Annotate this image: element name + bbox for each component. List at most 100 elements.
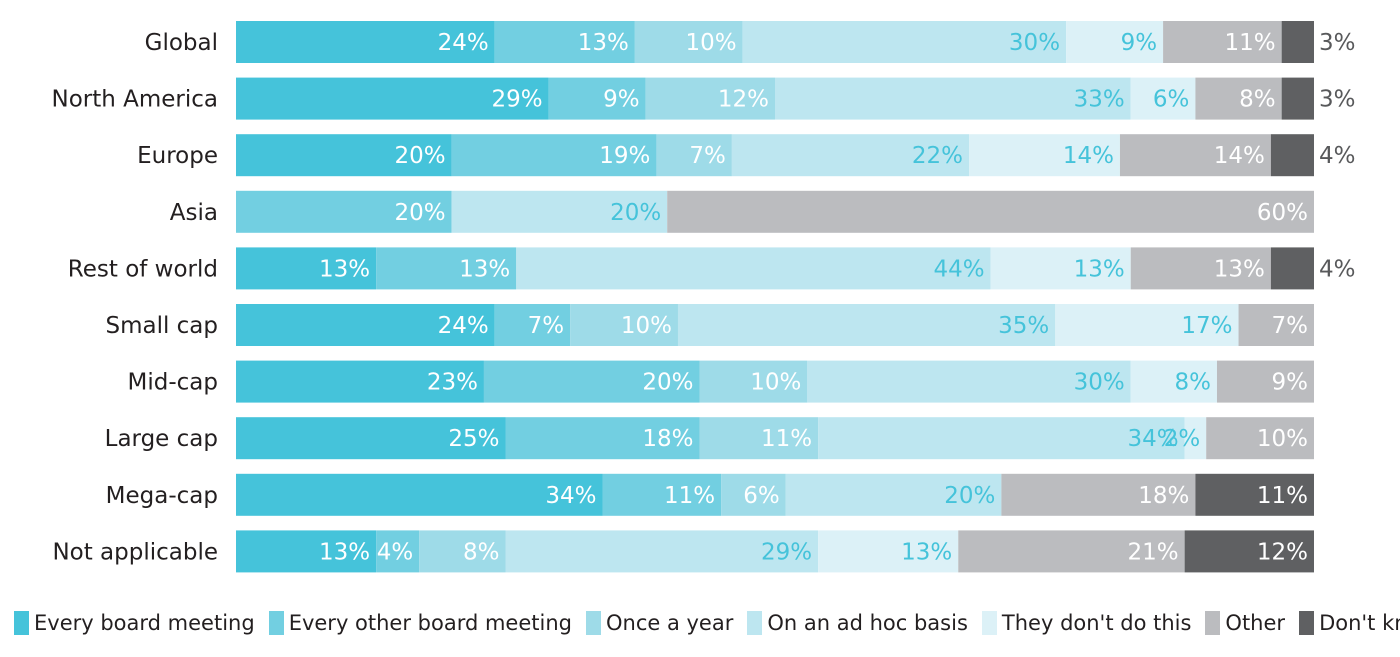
legend-label: Other bbox=[1225, 611, 1286, 635]
bar-not-applicable-they-don-t-do-this bbox=[818, 530, 959, 573]
bar-north-america-once-a-year bbox=[645, 77, 775, 120]
data-label-small-cap-other: 7% bbox=[1272, 313, 1309, 339]
data-label-not-applicable-every-board-meeting: 13% bbox=[319, 539, 370, 565]
bar-large-cap-once-a-year bbox=[699, 417, 819, 460]
data-label-mid-cap-every-board-meeting: 23% bbox=[427, 370, 478, 396]
data-label-not-applicable-other: 21% bbox=[1128, 539, 1179, 565]
stacked-bar-chart: Global North America Europe Asia Rest of wor… bbox=[51, 21, 1356, 573]
data-label-rest-of-world-every-other-board-meeting: 13% bbox=[459, 256, 510, 282]
legend-item-every-board-meeting: Every board meeting bbox=[14, 611, 255, 635]
bar-mega-cap-every-board-meeting bbox=[236, 473, 603, 516]
bar-not-applicable-don-t-know bbox=[1184, 530, 1314, 573]
data-label-asia-on-an-ad-hoc-basis: 20% bbox=[610, 200, 661, 226]
bar-mega-cap-on-an-ad-hoc-basis bbox=[785, 473, 1002, 516]
data-label-asia-every-other-board-meeting: 20% bbox=[394, 200, 445, 226]
data-label-global-other: 11% bbox=[1225, 30, 1276, 56]
data-label-large-cap-other: 10% bbox=[1257, 426, 1308, 452]
legend-item-don-t-know: Don't know bbox=[1299, 611, 1400, 635]
data-label-north-america-every-other-board-meeting: 9% bbox=[603, 87, 640, 113]
bar-north-america-don-t-know bbox=[1281, 77, 1314, 120]
bar-mega-cap-don-t-know bbox=[1195, 473, 1314, 516]
legend-item-every-other-board-meeting: Every other board meeting bbox=[268, 611, 572, 635]
data-label-small-cap-they-don-t-do-this: 17% bbox=[1181, 313, 1232, 339]
legend-label: They don't do this bbox=[1001, 611, 1192, 635]
data-label-mid-cap-every-other-board-meeting: 20% bbox=[642, 370, 693, 396]
bar-small-cap-other bbox=[1238, 304, 1314, 346]
bar-asia-every-other-board-meeting bbox=[236, 190, 452, 233]
data-label-europe-every-other-board-meeting: 19% bbox=[599, 143, 650, 169]
data-label-small-cap-once-a-year: 10% bbox=[621, 313, 672, 339]
bar-rest-of-world-don-t-know bbox=[1270, 247, 1314, 290]
bar-global-every-board-meeting bbox=[236, 21, 495, 63]
bar-north-america-every-board-meeting bbox=[236, 77, 549, 120]
bar-not-applicable-on-an-ad-hoc-basis bbox=[505, 530, 819, 573]
bar-mid-cap-once-a-year bbox=[699, 360, 808, 403]
legend-item-on-an-ad-hoc-basis: On an ad hoc basis bbox=[747, 611, 968, 635]
data-label-rest-of-world-other: 13% bbox=[1214, 256, 1265, 282]
bar-rest-of-world-other bbox=[1130, 247, 1271, 290]
legend-swatch bbox=[585, 611, 601, 635]
bar-north-america-on-an-ad-hoc-basis bbox=[775, 77, 1131, 120]
bars bbox=[236, 21, 1314, 573]
category-labels: Global North America Europe Asia Rest of wor… bbox=[51, 30, 218, 565]
bar-rest-of-world-they-don-t-do-this bbox=[990, 247, 1131, 290]
legend-swatch bbox=[747, 611, 763, 635]
legend-swatch bbox=[1205, 611, 1221, 635]
category-label-large-cap: Large cap bbox=[105, 426, 218, 452]
data-label-global-don-t-know: 3% bbox=[1319, 30, 1356, 56]
data-label-large-cap-every-other-board-meeting: 18% bbox=[642, 426, 693, 452]
bar-large-cap-on-an-ad-hoc-basis bbox=[818, 417, 1185, 460]
category-label-not-applicable: Not applicable bbox=[52, 539, 218, 565]
bar-global-every-other-board-meeting bbox=[494, 21, 635, 63]
bar-rest-of-world-on-an-ad-hoc-basis bbox=[516, 247, 991, 290]
bar-not-applicable-every-other-board-meeting bbox=[376, 530, 420, 573]
data-label-global-they-don-t-do-this: 9% bbox=[1121, 30, 1158, 56]
data-label-europe-don-t-know: 4% bbox=[1319, 143, 1356, 169]
bar-north-america-they-don-t-do-this bbox=[1130, 77, 1196, 120]
bar-europe-every-board-meeting bbox=[236, 134, 452, 177]
bar-europe-they-don-t-do-this bbox=[969, 134, 1120, 177]
data-label-not-applicable-they-don-t-do-this: 13% bbox=[901, 539, 952, 565]
bar-mid-cap-every-board-meeting bbox=[236, 360, 484, 403]
legend-label: Once a year bbox=[605, 611, 734, 635]
data-label-mid-cap-on-an-ad-hoc-basis: 30% bbox=[1074, 370, 1125, 396]
category-label-mid-cap: Mid-cap bbox=[128, 370, 218, 396]
data-label-north-america-they-don-t-do-this: 6% bbox=[1153, 87, 1190, 113]
data-label-europe-they-don-t-do-this: 14% bbox=[1063, 143, 1114, 169]
bar-europe-don-t-know bbox=[1270, 134, 1314, 177]
bar-large-cap-every-other-board-meeting bbox=[505, 417, 700, 460]
bar-global-on-an-ad-hoc-basis bbox=[742, 21, 1067, 63]
data-label-rest-of-world-on-an-ad-hoc-basis: 44% bbox=[933, 256, 984, 282]
data-label-mega-cap-don-t-know: 11% bbox=[1257, 483, 1308, 509]
data-label-global-once-a-year: 10% bbox=[686, 30, 737, 56]
data-label-mega-cap-every-board-meeting: 34% bbox=[545, 483, 596, 509]
bar-asia-other bbox=[667, 190, 1314, 233]
data-label-large-cap-once-a-year: 11% bbox=[761, 426, 812, 452]
data-label-europe-other: 14% bbox=[1214, 143, 1265, 169]
data-label-mega-cap-other: 18% bbox=[1138, 483, 1189, 509]
data-label-asia-other: 60% bbox=[1257, 200, 1308, 226]
bar-global-other bbox=[1163, 21, 1282, 63]
bar-not-applicable-every-board-meeting bbox=[236, 530, 377, 573]
bar-large-cap-every-board-meeting bbox=[236, 417, 506, 460]
bar-rest-of-world-every-board-meeting bbox=[236, 247, 377, 290]
bar-large-cap-other bbox=[1206, 417, 1314, 460]
data-label-mid-cap-other: 9% bbox=[1272, 370, 1309, 396]
bar-north-america-every-other-board-meeting bbox=[548, 77, 646, 120]
data-label-global-every-board-meeting: 24% bbox=[438, 30, 489, 56]
bar-small-cap-they-don-t-do-this bbox=[1055, 304, 1239, 346]
category-label-asia: Asia bbox=[170, 200, 218, 226]
legend-swatch bbox=[14, 611, 29, 635]
data-label-europe-every-board-meeting: 20% bbox=[394, 143, 445, 169]
data-label-north-america-every-board-meeting: 29% bbox=[491, 87, 542, 113]
data-label-global-on-an-ad-hoc-basis: 30% bbox=[1009, 30, 1060, 56]
category-label-small-cap: Small cap bbox=[105, 313, 218, 339]
data-label-rest-of-world-don-t-know: 4% bbox=[1319, 256, 1356, 282]
legend-item-they-don-t-do-this: They don't do this bbox=[981, 611, 1192, 635]
data-label-mega-cap-on-an-ad-hoc-basis: 20% bbox=[944, 483, 995, 509]
bar-global-don-t-know bbox=[1281, 21, 1314, 63]
data-label-mid-cap-they-don-t-do-this: 8% bbox=[1174, 370, 1211, 396]
legend-label: Every board meeting bbox=[34, 611, 255, 635]
bar-europe-other bbox=[1119, 134, 1271, 177]
data-label-not-applicable-on-an-ad-hoc-basis: 29% bbox=[761, 539, 812, 565]
